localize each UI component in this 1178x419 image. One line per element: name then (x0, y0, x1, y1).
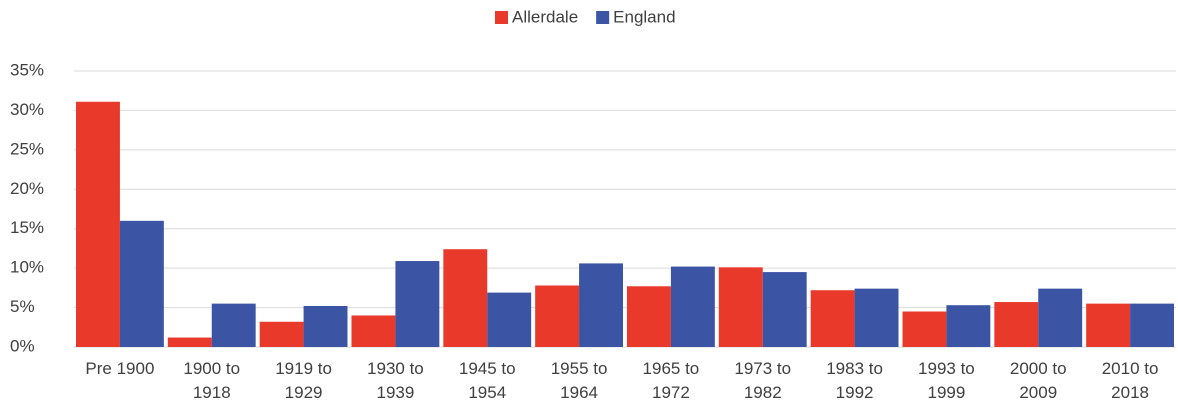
x-tick-label: 1919 to 1929 (275, 359, 332, 402)
legend-label: England (613, 7, 675, 26)
bar (303, 305, 348, 347)
y-tick-label: 5% (10, 297, 35, 316)
bar (167, 337, 212, 347)
bar (627, 286, 671, 347)
y-tick-label: 10% (10, 258, 44, 277)
x-tick-label: 1993 to 1999 (918, 359, 975, 402)
y-tick-label: 15% (10, 218, 44, 237)
bar (535, 285, 580, 347)
bar (854, 288, 899, 347)
bar (1086, 303, 1131, 347)
bar (211, 303, 256, 347)
bar (670, 266, 715, 347)
bar (395, 261, 440, 347)
y-tick-label: 0% (10, 336, 35, 355)
x-tick-label: 1973 to 1982 (734, 359, 792, 402)
x-tick-label: 1965 to 1972 (642, 359, 700, 402)
bar (1038, 288, 1083, 347)
x-tick-label: 2000 to 2009 (1009, 359, 1067, 402)
x-tick-label: 1945 to 1954 (458, 359, 516, 402)
bar (579, 263, 623, 347)
bar (994, 302, 1039, 347)
x-tick-label: 1900 to 1918 (183, 359, 241, 402)
y-tick-label: 35% (10, 60, 44, 79)
bar (718, 267, 763, 347)
legend-label: Allerdale (512, 7, 578, 26)
bar (259, 321, 304, 347)
x-tick-label: Pre 1900 (85, 359, 155, 378)
bar (946, 305, 991, 347)
x-tick-label: 1930 to 1939 (367, 359, 424, 402)
bar (443, 249, 488, 347)
y-tick-label: 25% (10, 139, 44, 158)
x-tick-label: 1983 to 1992 (826, 359, 883, 402)
x-tick-label: 2010 to 2018 (1101, 359, 1159, 402)
bar (762, 272, 807, 347)
bar (119, 220, 164, 347)
bar (487, 292, 532, 347)
y-tick-label: 20% (10, 179, 44, 198)
bar (1130, 303, 1174, 347)
bar (351, 315, 396, 347)
bar (810, 290, 855, 347)
x-tick-label: 1955 to 1964 (550, 359, 608, 402)
legend-swatch (596, 11, 610, 24)
bar (902, 311, 947, 347)
y-tick-label: 30% (10, 100, 44, 119)
legend-swatch (495, 11, 508, 24)
bar (76, 101, 120, 347)
